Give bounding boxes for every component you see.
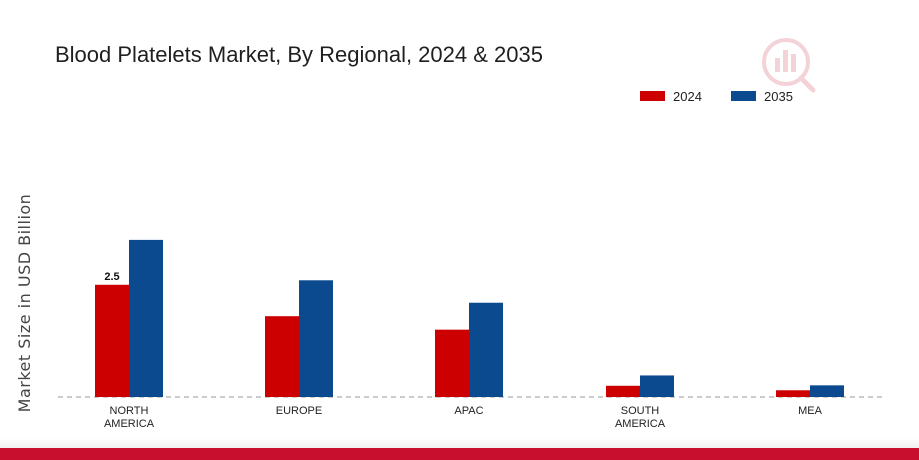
bar-2035-south-america: [640, 375, 674, 397]
footer-bar: [0, 448, 919, 460]
legend-swatch-2035: [731, 91, 756, 101]
x-tick-label: APAC: [454, 405, 483, 417]
data-labels: 2.5: [104, 271, 119, 283]
bar-2024-south-america: [606, 385, 640, 397]
bar-2024-north-america: [95, 284, 129, 397]
y-axis-label: Market Size in USD Billion: [15, 194, 34, 413]
bar-2035-north-america: [129, 239, 163, 397]
footer-shadow: [0, 438, 919, 448]
x-tick-label: EUROPE: [276, 405, 322, 417]
bar-2035-europe: [299, 280, 333, 397]
x-tick-label: SOUTH AMERICA: [615, 405, 666, 430]
data-label: 2.5: [104, 271, 119, 283]
x-tick-label: MEA: [798, 405, 823, 417]
watermark-logo-icon: [762, 38, 816, 93]
legend-label-2035: 2035: [764, 89, 793, 104]
bar-2024-mea: [776, 390, 810, 397]
chart-title: Blood Platelets Market, By Regional, 202…: [55, 42, 543, 67]
bar-2035-apac: [469, 302, 503, 397]
bar-2024-apac: [435, 329, 469, 397]
x-tick-label: NORTH AMERICA: [104, 405, 155, 430]
bar-2024-europe: [265, 316, 299, 397]
x-tick-labels: NORTH AMERICA EUROPE APAC SOUTH AMERICA MEA: [104, 405, 823, 430]
bar-2035-mea: [810, 385, 844, 397]
bars-group: [95, 239, 844, 397]
legend-swatch-2024: [640, 91, 665, 101]
legend-label-2024: 2024: [673, 89, 702, 104]
legend: 2024 2035: [640, 89, 793, 104]
